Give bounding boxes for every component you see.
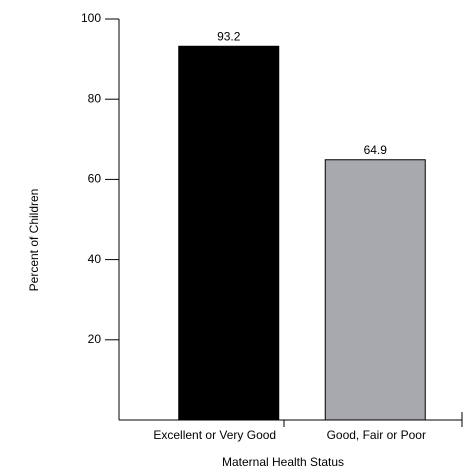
- x-tick-label: Excellent or Very Good: [153, 428, 276, 442]
- value-label: 64.9: [364, 143, 388, 157]
- y-tick-label: 60: [88, 172, 102, 186]
- bar: [324, 159, 426, 421]
- y-tick-label: 40: [88, 252, 102, 266]
- y-axis-label: Percent of Children: [27, 189, 41, 292]
- x-axis-label: Maternal Health Status: [222, 455, 344, 469]
- bar: [178, 45, 280, 421]
- x-tick-label: Good, Fair or Poor: [327, 428, 426, 442]
- value-label: 93.2: [217, 29, 241, 43]
- y-tick-label: 80: [88, 91, 102, 105]
- y-tick-label: 100: [81, 11, 101, 25]
- y-tick-label: 20: [88, 332, 102, 346]
